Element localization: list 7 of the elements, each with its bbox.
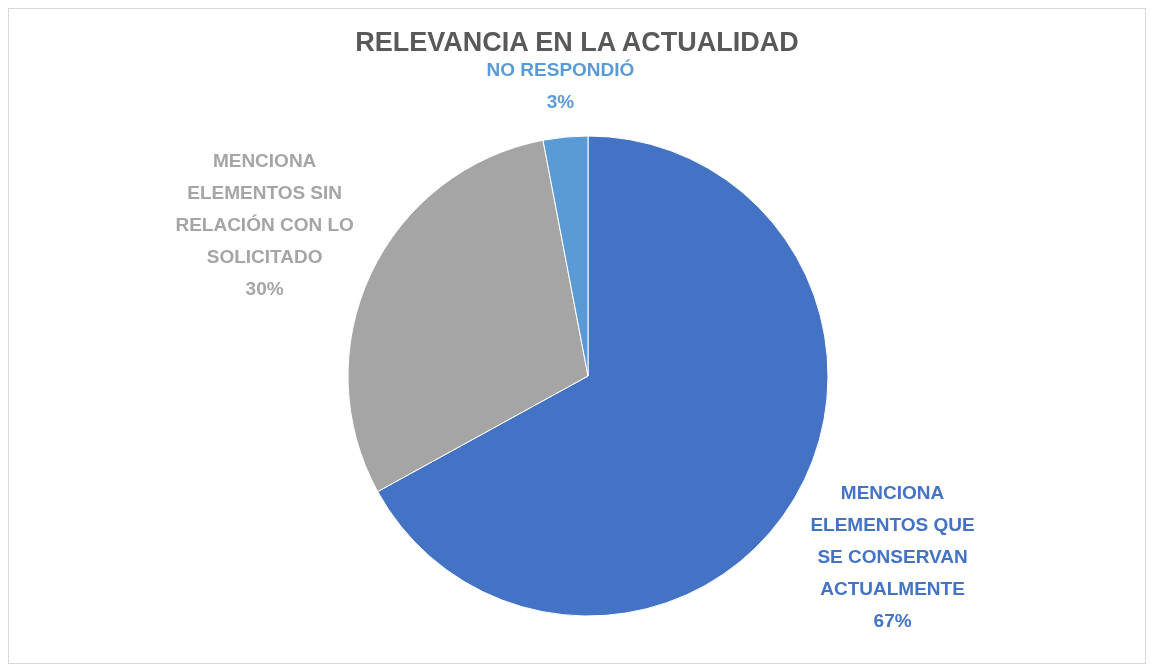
slice-label: MENCIONA ELEMENTOS SIN RELACIÓN CON LO SOLICITADO xyxy=(175,149,354,267)
data-label: 30% xyxy=(245,277,284,299)
data-label: 3% xyxy=(546,90,575,112)
data-label: 67% xyxy=(873,609,912,631)
chart-title: RELEVANCIA EN LA ACTUALIDAD xyxy=(354,27,800,58)
slice-label: NO RESPONDIÓ xyxy=(486,58,635,80)
slice-label: MENCIONA ELEMENTOS QUE SE CONSERVAN ACTUALMENTE xyxy=(810,481,975,599)
